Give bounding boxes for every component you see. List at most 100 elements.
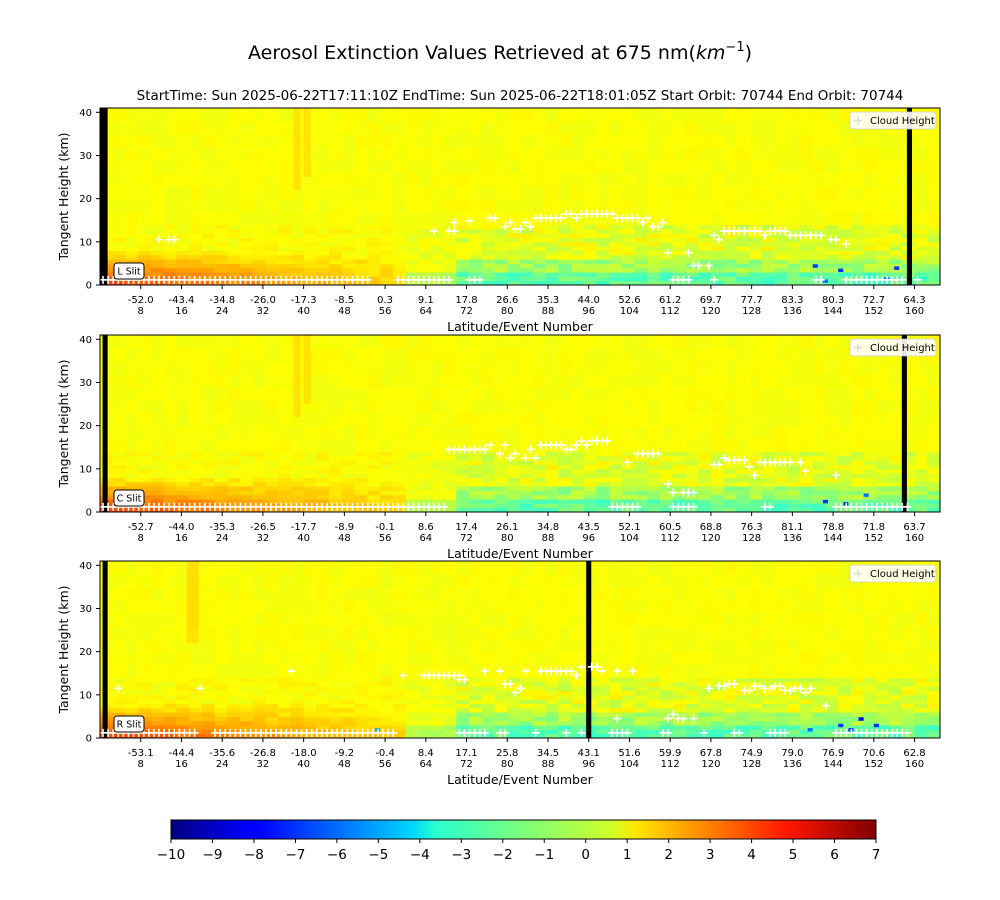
heatmap-cell <box>570 690 585 696</box>
heatmap-cell <box>329 677 343 683</box>
heatmap-cell <box>481 481 496 487</box>
heatmap-cell <box>392 198 406 213</box>
heatmap-cell <box>723 477 737 483</box>
heatmap-cell <box>876 481 890 487</box>
heatmap-cell <box>634 599 648 614</box>
heatmap-cell <box>774 263 788 269</box>
heatmap-cell <box>240 725 254 730</box>
cloud-height-marker <box>526 445 535 454</box>
heatmap-cell <box>863 198 877 213</box>
heatmap-cell <box>596 494 610 500</box>
heatmap-cell <box>889 399 903 414</box>
heatmap-cells <box>100 108 941 286</box>
heatmap-cell <box>570 412 585 427</box>
heatmap-cell <box>787 720 801 726</box>
heatmap-cell <box>443 494 457 500</box>
heatmap-cell <box>736 373 750 388</box>
heatmap-cell <box>138 254 152 260</box>
heatmap-cell <box>252 246 266 251</box>
heatmap-cell <box>787 237 801 243</box>
heatmap-cell <box>290 228 305 234</box>
heatmap-cell <box>189 473 203 478</box>
heatmap-cell <box>469 651 483 666</box>
heatmap-cell <box>443 276 457 282</box>
heatmap-cell <box>303 690 317 696</box>
heatmap-cell <box>825 586 839 601</box>
heatmap-cell <box>749 386 763 401</box>
cloud-height-marker <box>689 488 698 497</box>
heatmap-cell <box>558 729 572 735</box>
heatmap-cell <box>240 120 254 135</box>
heatmap-cell <box>596 716 610 722</box>
heatmap-cell <box>265 703 279 709</box>
heatmap-cell <box>265 638 279 653</box>
heatmap-cell <box>278 586 292 601</box>
heatmap-cell <box>889 507 903 513</box>
heatmap-cell <box>761 254 776 260</box>
heatmap-cell <box>138 651 152 666</box>
heatmap-cell <box>405 237 419 243</box>
heatmap-cell <box>850 694 865 700</box>
heatmap-cell <box>163 477 177 483</box>
heatmap-cell <box>354 725 368 730</box>
heatmap-cell <box>367 237 381 243</box>
heatmap-cell <box>405 185 419 200</box>
heatmap-cell <box>418 267 432 273</box>
heatmap-cell <box>201 254 216 260</box>
heatmap-cell <box>520 133 534 148</box>
heatmap-cell <box>609 486 623 491</box>
heatmap-cell <box>901 681 916 687</box>
heatmap-cell <box>838 276 852 282</box>
heatmap-cell <box>532 586 546 601</box>
heatmap-cell <box>252 677 266 683</box>
heatmap-cell <box>329 712 343 717</box>
heatmap-cell <box>545 481 559 487</box>
heatmap-cell <box>150 254 165 260</box>
heatmap-cell <box>112 233 126 239</box>
heatmap-cell <box>672 651 686 666</box>
heatmap-cell <box>723 573 737 588</box>
heatmap-cell <box>176 625 190 640</box>
heatmap-cell <box>927 146 941 161</box>
heatmap-cell <box>889 360 903 375</box>
heatmap-cell <box>570 460 585 466</box>
heatmap-cell <box>392 712 406 717</box>
heatmap-cell <box>150 712 165 717</box>
heatmap-cell <box>214 360 228 375</box>
cloud-height-marker <box>526 222 535 231</box>
heatmap-cell <box>710 464 725 470</box>
heatmap-cell <box>660 733 674 739</box>
heatmap-cell <box>749 133 763 148</box>
heatmap-cell <box>240 412 254 427</box>
heatmap-cell <box>201 561 216 575</box>
heatmap-cell <box>787 729 801 735</box>
heatmap-cell <box>265 241 279 247</box>
heatmap-cell <box>914 272 928 277</box>
heatmap-cell <box>634 733 648 739</box>
heatmap-cell <box>876 720 890 726</box>
heatmap-cell <box>800 360 814 375</box>
heatmap-cell <box>176 159 190 174</box>
heatmap-cell <box>252 725 266 730</box>
heatmap-cell <box>570 237 585 243</box>
heatmap-cell <box>380 612 394 627</box>
heatmap-cell <box>240 473 254 478</box>
heatmap-cell <box>240 233 254 239</box>
heatmap-cell <box>774 373 788 388</box>
cloud-height-marker <box>781 227 790 236</box>
heatmap-cell <box>520 228 534 234</box>
heatmap-cell <box>749 198 763 213</box>
heatmap-cell <box>405 694 419 700</box>
heatmap-cell <box>532 573 546 588</box>
heatmap-cell <box>647 347 661 362</box>
heatmap-cell <box>634 586 648 601</box>
heatmap-cell <box>761 507 776 513</box>
heatmap-cell <box>252 373 266 388</box>
ytick-label: 20 <box>79 421 92 432</box>
heatmap-cell <box>634 716 648 722</box>
heatmap-cell <box>850 686 865 692</box>
heatmap-cell <box>570 455 585 461</box>
heatmap-cell <box>341 686 356 692</box>
heatmap-cell <box>303 686 317 692</box>
heatmap-cell <box>825 133 839 148</box>
